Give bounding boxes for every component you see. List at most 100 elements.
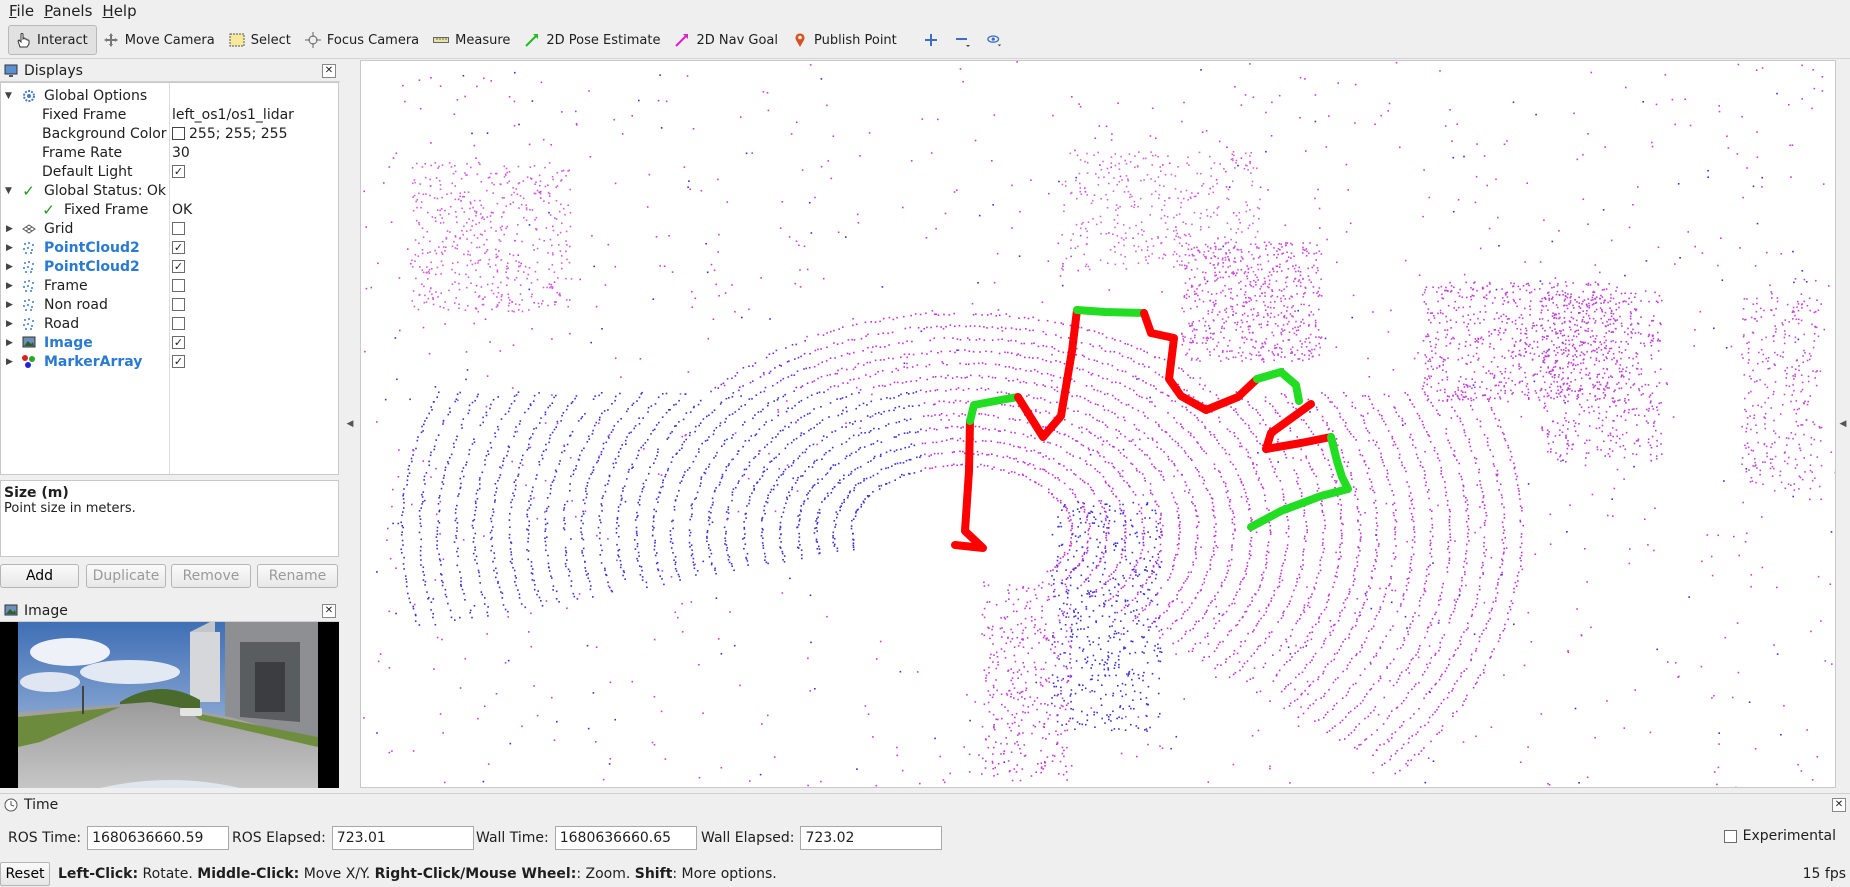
display-item-checkbox-cell[interactable]: [172, 317, 185, 330]
tree-row-frame-rate[interactable]: Frame Rate 30: [1, 143, 339, 162]
ros-elapsed-input[interactable]: [331, 826, 474, 850]
add-tool-button[interactable]: [915, 25, 947, 55]
display-item-checkbox[interactable]: [172, 222, 185, 235]
tree-row-default-light[interactable]: Default Light ✓: [1, 162, 339, 181]
point-cloud-icon: [21, 240, 36, 255]
tree-row-display-item[interactable]: ▶ Grid: [1, 219, 339, 238]
display-item-checkbox-cell[interactable]: [172, 222, 185, 235]
tree-row-global-options[interactable]: ▼ Global Options: [1, 86, 339, 105]
experimental-option[interactable]: Experimental: [1723, 828, 1836, 844]
display-item-checkbox-cell[interactable]: [172, 279, 185, 292]
tree-row-display-item[interactable]: ▶ Frame: [1, 276, 339, 295]
hint-left-click-action: Rotate.: [138, 866, 198, 882]
collapse-arrow-icon[interactable]: ▶: [6, 280, 13, 291]
wall-time-input[interactable]: [554, 826, 697, 850]
default-light-value[interactable]: ✓: [172, 165, 185, 178]
experimental-checkbox[interactable]: [1723, 829, 1737, 843]
display-item-checkbox[interactable]: ✓: [172, 241, 185, 254]
map-pin-icon: [792, 32, 808, 48]
menu-panels[interactable]: Panels: [39, 0, 97, 22]
global-status-label: Global Status: Ok: [44, 182, 167, 199]
frame-rate-value[interactable]: 30: [172, 145, 190, 161]
tree-row-fixed-frame[interactable]: Fixed Frame left_os1/os1_lidar: [1, 105, 339, 124]
select-label: Select: [250, 32, 291, 48]
background-color-value[interactable]: 255; 255; 255: [172, 126, 288, 142]
fixed-frame-value[interactable]: left_os1/os1_lidar: [172, 107, 294, 123]
display-item-checkbox-cell[interactable]: ✓: [172, 260, 185, 273]
displays-panel-title: Displays: [24, 62, 83, 79]
display-item-checkbox[interactable]: [172, 279, 185, 292]
ros-time-input[interactable]: [87, 826, 230, 850]
expand-arrow-icon[interactable]: ▼: [5, 90, 12, 101]
display-item-checkbox[interactable]: [172, 317, 185, 330]
tree-row-display-item[interactable]: ▶ PointCloud2 ✓: [1, 257, 339, 276]
left-dock-toggle[interactable]: ◀: [342, 60, 358, 788]
color-swatch[interactable]: [172, 127, 185, 140]
display-item-checkbox-cell[interactable]: ✓: [172, 241, 185, 254]
pose-estimate-tool-button[interactable]: 2D Pose Estimate: [518, 25, 668, 55]
publish-point-tool-button[interactable]: Publish Point: [786, 25, 905, 55]
displays-panel-close-button[interactable]: ✕: [322, 64, 336, 78]
3d-render-view[interactable]: [360, 60, 1837, 789]
remove-tool-button[interactable]: [947, 25, 979, 55]
select-tool-button[interactable]: Select: [223, 25, 299, 55]
hint-middle-click: Middle-Click:: [197, 866, 300, 882]
tree-row-display-item[interactable]: ▶ MarkerArray ✓: [1, 352, 339, 371]
eye-icon: [986, 32, 1003, 48]
add-display-button[interactable]: Add: [0, 564, 79, 588]
collapse-arrow-icon[interactable]: ▶: [6, 337, 13, 348]
tree-row-background-color[interactable]: Background Color 255; 255; 255: [1, 124, 339, 143]
status-fixed-frame-label: Fixed Frame: [64, 201, 149, 218]
measure-tool-button[interactable]: Measure: [427, 25, 518, 55]
mouse-hint: Left-Click: Rotate. Middle-Click: Move X…: [58, 866, 777, 882]
remove-display-button[interactable]: Remove: [171, 564, 251, 588]
tree-row-global-status[interactable]: ▼ ✓ Global Status: Ok: [1, 181, 339, 200]
ruler-icon: [433, 32, 450, 48]
duplicate-display-button[interactable]: Duplicate: [86, 564, 166, 588]
menu-help[interactable]: Help: [97, 0, 141, 22]
display-item-checkbox[interactable]: ✓: [172, 355, 185, 368]
global-options-label: Global Options: [44, 87, 148, 104]
display-item-checkbox[interactable]: [172, 298, 185, 311]
focus-camera-tool-button[interactable]: Focus Camera: [299, 25, 427, 55]
default-light-checkbox[interactable]: ✓: [172, 165, 185, 178]
time-panel-close-button[interactable]: ✕: [1832, 798, 1846, 812]
display-item-label: PointCloud2: [44, 239, 140, 256]
time-panel-title-bar: Time ✕: [0, 794, 1850, 816]
grid-icon: [21, 221, 36, 236]
point-cloud-icon: [21, 278, 36, 293]
collapse-arrow-icon[interactable]: ▶: [6, 242, 13, 253]
tree-row-display-item[interactable]: ▶ Non road: [1, 295, 339, 314]
display-item-checkbox-cell[interactable]: [172, 298, 185, 311]
expand-arrow-icon[interactable]: ▼: [5, 185, 12, 196]
image-panel-close-button[interactable]: ✕: [322, 604, 336, 618]
tree-row-status-fixed-frame[interactable]: ✓ Fixed Frame OK: [1, 200, 339, 219]
collapse-arrow-icon[interactable]: ▶: [6, 299, 13, 310]
rename-display-button[interactable]: Rename: [257, 564, 338, 588]
display-item-checkbox-cell[interactable]: ✓: [172, 355, 185, 368]
collapse-arrow-icon[interactable]: ▶: [6, 318, 13, 329]
monitor-icon: [4, 64, 18, 78]
move-camera-tool-button[interactable]: Move Camera: [97, 25, 223, 55]
display-item-label: Non road: [44, 296, 108, 313]
right-dock-toggle[interactable]: ◀: [1836, 60, 1850, 788]
collapse-arrow-icon[interactable]: ▶: [6, 261, 13, 272]
interact-tool-button[interactable]: Interact: [8, 25, 97, 55]
display-item-checkbox[interactable]: ✓: [172, 336, 185, 349]
tree-row-display-item[interactable]: ▶ Road: [1, 314, 339, 333]
display-buttons: Add Duplicate Remove Rename: [0, 564, 340, 590]
tree-row-display-item[interactable]: ▶ Image ✓: [1, 333, 339, 352]
display-item-checkbox-cell[interactable]: ✓: [172, 336, 185, 349]
tree-row-display-item[interactable]: ▶ PointCloud2 ✓: [1, 238, 339, 257]
display-item-checkbox[interactable]: ✓: [172, 260, 185, 273]
menu-file[interactable]: File: [4, 0, 39, 22]
display-item-label: Image: [44, 334, 93, 351]
reset-button[interactable]: Reset: [0, 862, 50, 886]
view-options-tool-button[interactable]: [979, 25, 1011, 55]
collapse-arrow-icon[interactable]: ▶: [6, 356, 13, 367]
collapse-arrow-icon[interactable]: ▶: [6, 223, 13, 234]
nav-goal-tool-button[interactable]: 2D Nav Goal: [668, 25, 786, 55]
point-cloud-scene[interactable]: [361, 61, 1837, 789]
wall-elapsed-input[interactable]: [800, 826, 943, 850]
image-panel: Image ✕: [0, 600, 340, 788]
